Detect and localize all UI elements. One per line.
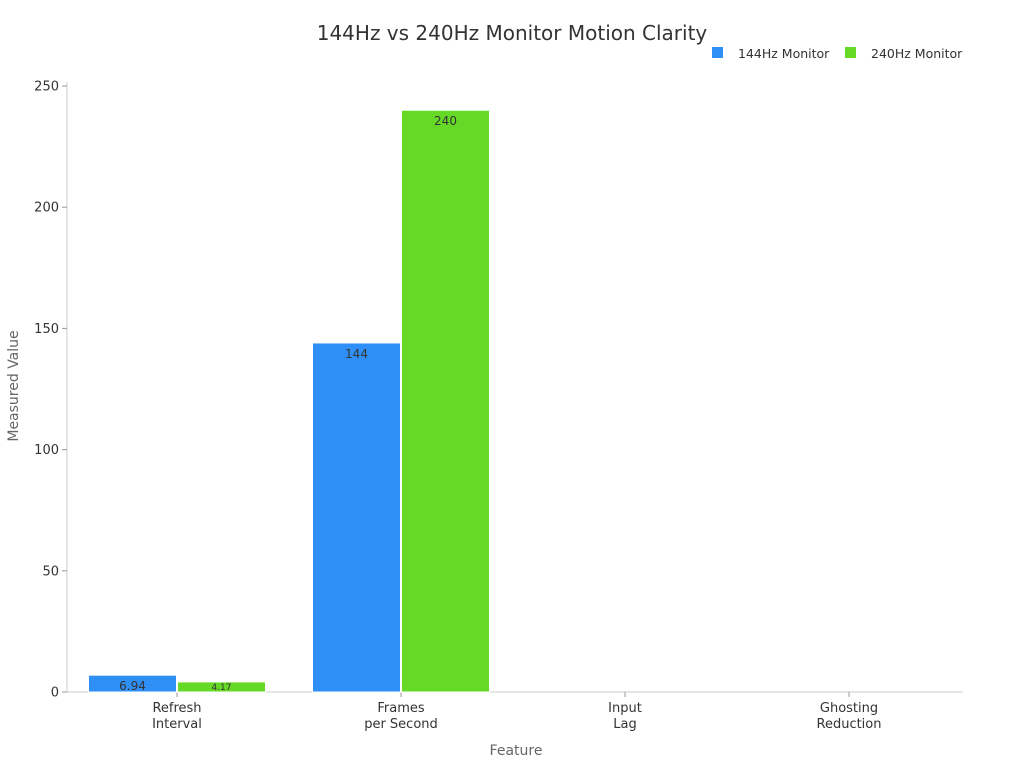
bars: 6.94 144 4.17 240 (88, 109, 490, 693)
bar-1-0 (177, 681, 266, 693)
chart-title: 144Hz vs 240Hz Monitor Motion Clarity (317, 21, 708, 45)
x-tick-label: Ghosting Reduction (817, 701, 882, 732)
x-tick-label: Refresh Interval (152, 701, 202, 732)
y-axis: 0 50 100 150 200 250 (34, 80, 68, 701)
y-tick-label: 0 (51, 686, 59, 701)
x-axis: Refresh Interval Frames per Second Input Lag G… (67, 691, 963, 732)
y-tick-label: 100 (34, 443, 59, 458)
legend-label: 144Hz Monitor (738, 46, 830, 61)
y-tick-label: 150 (34, 322, 59, 337)
legend-swatch (712, 47, 723, 58)
y-tick-label: 200 (34, 201, 59, 216)
y-tick-label: 50 (42, 564, 59, 579)
bar-1-1 (401, 109, 490, 693)
bar-value-label: 4.17 (211, 683, 231, 693)
x-axis-label: Feature (490, 743, 543, 759)
bar-value-label: 6.94 (119, 679, 146, 693)
legend: 144Hz Monitor 240Hz Monitor (712, 46, 963, 61)
x-tick-label: Input Lag (608, 701, 642, 732)
bar-value-label: 144 (345, 347, 368, 361)
legend-swatch (845, 47, 856, 58)
y-tick-label: 250 (34, 80, 59, 95)
bar-0-1 (312, 342, 401, 693)
x-tick-label: Frames per Second (364, 701, 438, 732)
legend-label: 240Hz Monitor (871, 46, 963, 61)
bar-0-0 (88, 674, 177, 693)
y-axis-label: Measured Value (6, 330, 22, 441)
bar-value-label: 240 (434, 114, 457, 128)
